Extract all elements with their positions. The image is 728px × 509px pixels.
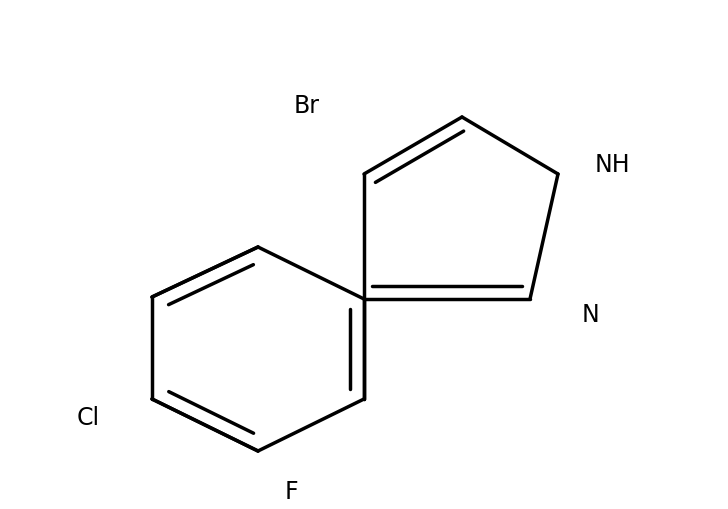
Text: F: F xyxy=(285,479,298,503)
Text: Cl: Cl xyxy=(77,405,100,429)
Text: N: N xyxy=(582,302,600,326)
Text: NH: NH xyxy=(595,153,630,177)
Text: Br: Br xyxy=(294,94,320,118)
